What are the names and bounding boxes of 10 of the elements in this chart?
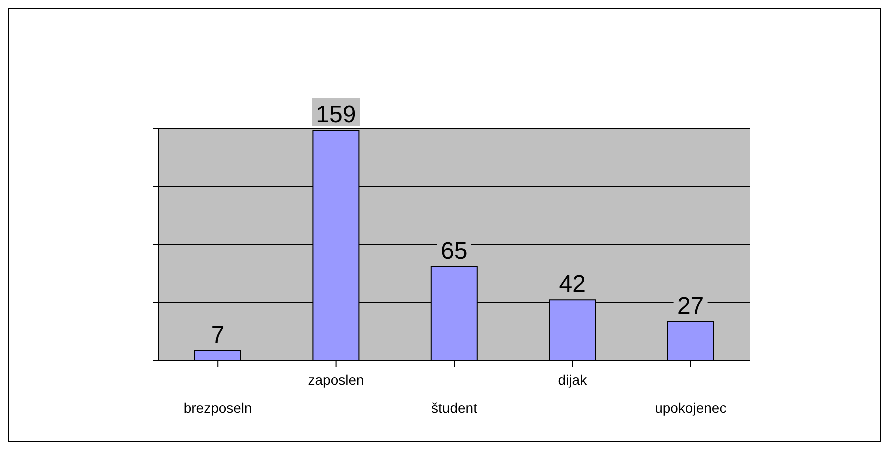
data-label: 27: [677, 292, 704, 320]
data-label: 42: [559, 271, 586, 298]
x-tick-label: brezposeln: [184, 400, 252, 416]
data-label: 7: [211, 322, 225, 349]
data-label: 65: [441, 238, 468, 265]
x-tick-label: dijak: [558, 372, 588, 388]
x-tick-label: upokojenec: [655, 400, 727, 416]
x-tick-label: zaposlen: [308, 372, 364, 388]
x-tick-label: študent: [432, 400, 478, 416]
data-label: 159: [316, 101, 356, 128]
